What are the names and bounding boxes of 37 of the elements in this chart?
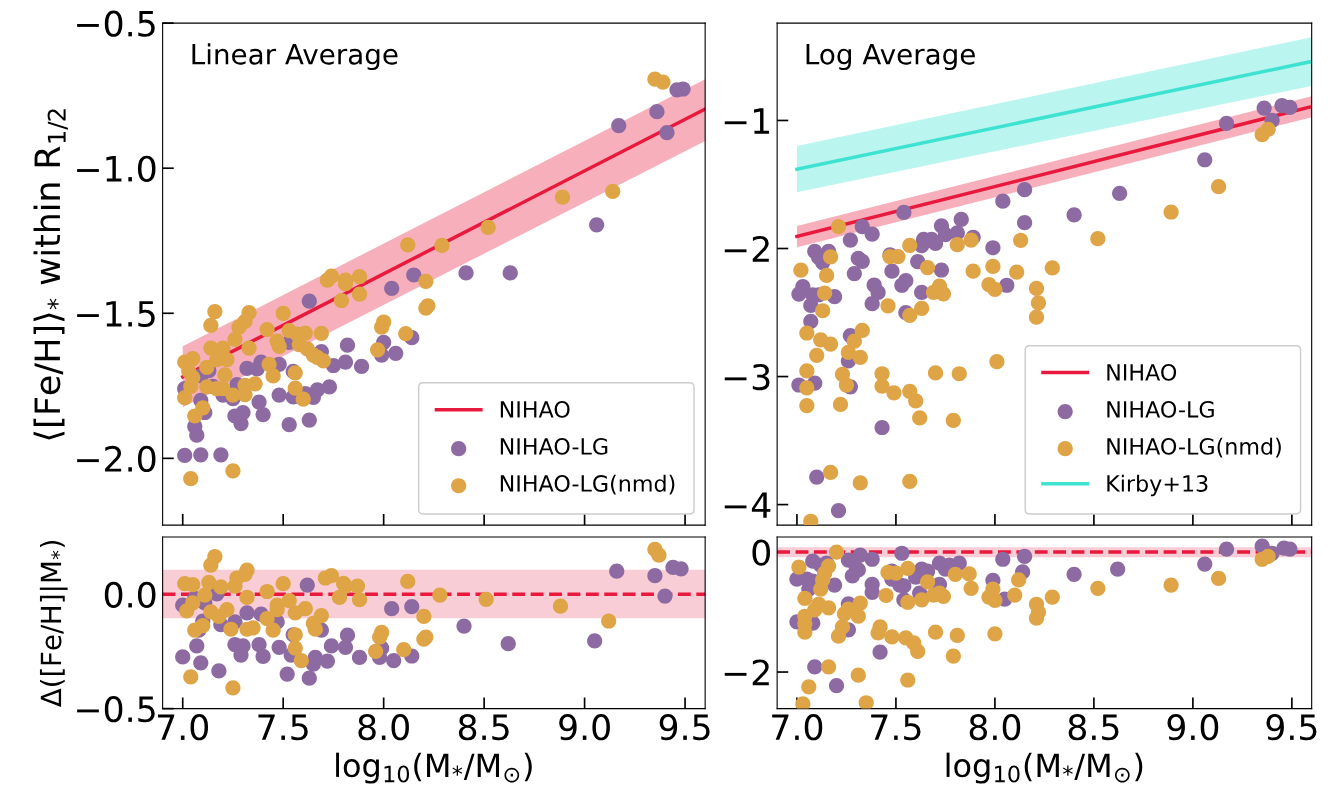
x-tick-label: 9.5 <box>659 714 710 741</box>
y-tick-label: −1.0 <box>77 155 156 182</box>
legend-label: NIHAO <box>500 400 570 418</box>
legend-label: NIHAO <box>1107 363 1177 381</box>
x-tick-label: 9.5 <box>1266 714 1317 741</box>
legend-label: NIHAO-LG <box>500 438 608 455</box>
x-axis-title: log$_{10}$(M$_{*}$/M$_{⊙}$) <box>946 752 1143 784</box>
legend-label: NIHAO-LG(nmd) <box>1107 437 1281 458</box>
y-tick-label: 0.0 <box>104 581 156 608</box>
legend-label: NIHAO-LG(nmd) <box>500 474 675 495</box>
y-tick-label: −1 <box>724 108 770 134</box>
legend-label: NIHAO-LG <box>1107 400 1214 418</box>
x-tick-label: 7.5 <box>258 714 308 741</box>
y-tick-label: −2.0 <box>77 445 156 473</box>
y-axis-title: Δ([Fe/H]|M$_{*}$) <box>39 540 68 708</box>
y-tick-label: −3 <box>724 363 770 391</box>
y-tick-label: −0.5 <box>77 696 155 723</box>
y-tick-label: −2 <box>724 659 769 686</box>
y-axis-title: ⟨[Fe/H]⟩$_{*}$ within R$_{1/2}$ <box>33 109 68 440</box>
x-tick-label: 7.0 <box>772 714 823 741</box>
x-tick-label: 9.0 <box>1167 714 1219 741</box>
x-tick-label: 8.5 <box>1068 714 1119 741</box>
text: Linear Average <box>192 43 398 71</box>
x-tick-label: 8.0 <box>969 714 1021 741</box>
y-tick-label: −1.5 <box>77 301 155 327</box>
text: Log Average <box>806 44 975 71</box>
y-tick-label: −2 <box>724 235 769 262</box>
x-tick-label: 8.0 <box>358 714 409 741</box>
legend-label: Kirby+13 <box>1107 474 1208 497</box>
x-tick-label: 7.5 <box>871 714 921 741</box>
x-tick-label: 8.5 <box>458 714 509 741</box>
y-tick-label: 0 <box>752 539 770 566</box>
x-tick-label: 9.0 <box>559 714 610 741</box>
y-tick-label: −0.5 <box>77 10 155 37</box>
y-tick-label: −4 <box>724 492 771 518</box>
x-axis-title: log$_{10}$(M$_{*}$/M$_{⊙}$) <box>336 752 532 784</box>
x-tick-label: 7.0 <box>157 714 209 741</box>
